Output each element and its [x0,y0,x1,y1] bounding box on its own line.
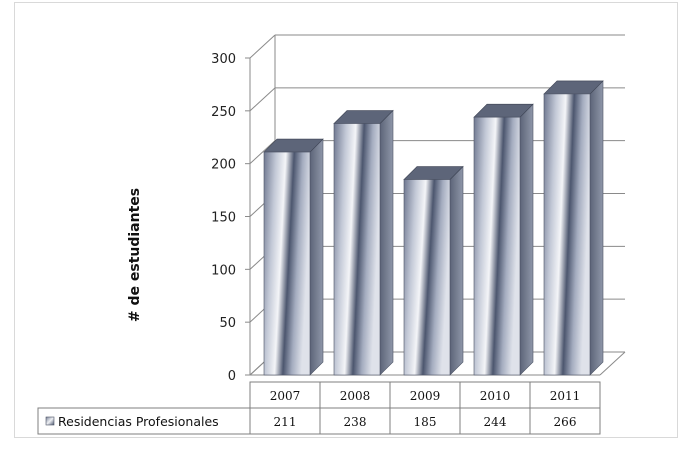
bar-2008 [333,109,394,376]
gridline-side [249,34,276,59]
data-label: 244 [484,415,507,429]
bar-side [449,165,464,376]
bar-2009 [403,165,464,376]
bar-front [403,179,451,376]
ytick-label: 200 [211,158,236,173]
data-label: 266 [554,415,577,429]
data-label: 238 [344,415,367,429]
ytick-label: 50 [219,316,236,331]
ytick-label: 250 [211,105,236,120]
bar-2011 [543,80,604,376]
bar-front [333,123,381,376]
data-label: 185 [414,415,437,429]
legend-label: Residencias Profesionales [58,414,219,429]
bar-2007 [263,138,324,376]
bar-front [263,151,311,376]
ytick-label: 0 [228,369,236,384]
category-label: 2008 [340,389,371,403]
category-label: 2010 [480,389,511,403]
gridline-side [249,140,276,165]
bar-2010 [473,103,534,376]
ytick-label: 100 [211,263,236,278]
category-label: 2009 [410,389,441,403]
bar-front [473,116,521,376]
chart-frame [14,2,678,438]
bar-side [519,103,534,376]
y-axis-label: # de estudiantes [127,188,143,322]
data-label: 211 [274,415,297,429]
category-label: 2011 [550,389,581,403]
floor-right-edge [599,351,626,376]
bar-side [309,138,324,376]
bar-side [589,80,604,376]
legend-swatch [45,416,55,426]
ytick-label: 150 [211,211,236,226]
ytick-label: 300 [211,52,236,67]
gridline-side [249,87,276,112]
category-label: 2007 [270,389,301,403]
bar-front [543,93,591,376]
bar-side [379,109,394,376]
